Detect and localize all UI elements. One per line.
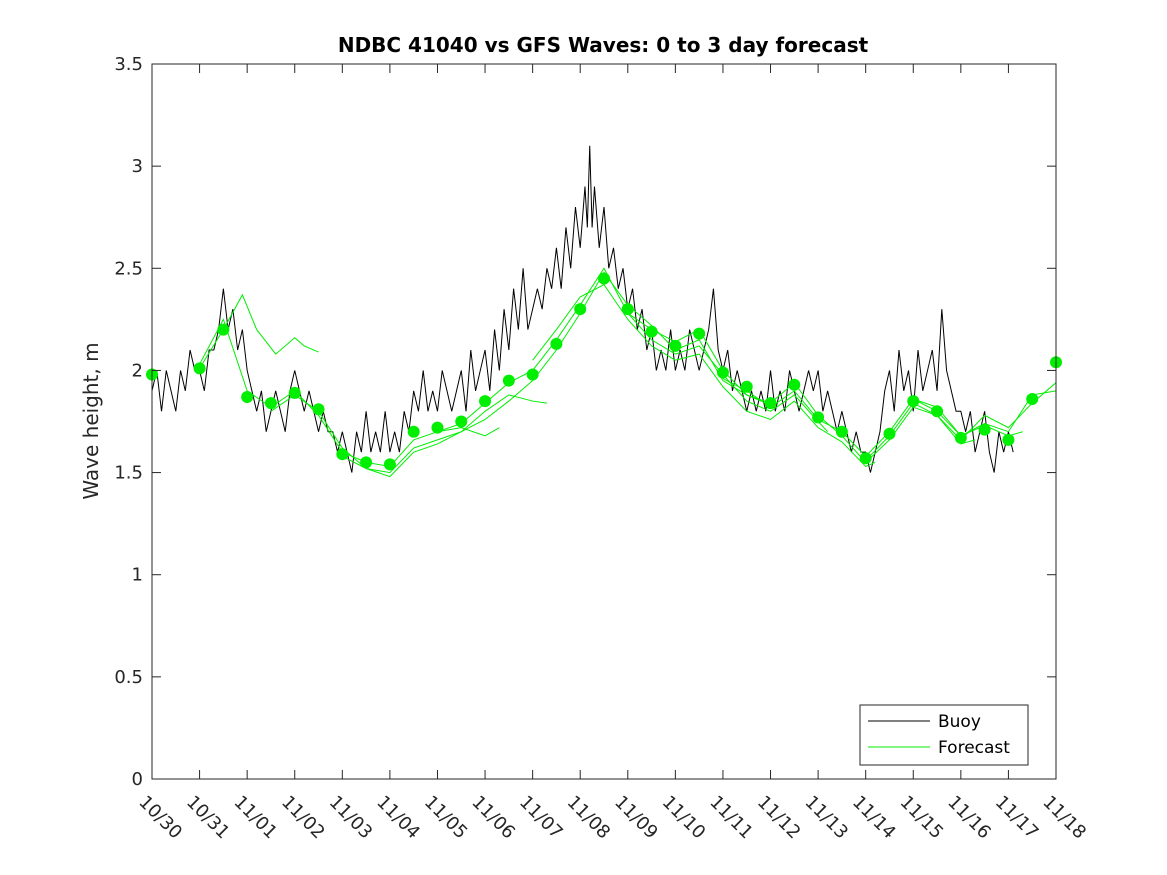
forecast-point-28: [835, 425, 848, 438]
plot-area: [152, 64, 1056, 779]
y-tick-label-1: 0.5: [114, 667, 143, 688]
forecast-run-line-5: [532, 283, 876, 468]
forecast-point-12: [455, 415, 468, 428]
forecast-point-14: [502, 374, 515, 387]
forecast-point-13: [479, 395, 492, 408]
y-tick-label-3: 1.5: [114, 463, 143, 484]
axes-box: [151, 63, 1057, 780]
plot-background: [152, 64, 1056, 779]
forecast-point-15: [526, 368, 539, 381]
x-tick-label-1: 10/31: [182, 792, 234, 844]
x-tick-label-14: 11/13: [801, 792, 853, 844]
forecast-point-21: [669, 339, 682, 352]
x-tick-label-11: 11/10: [658, 792, 710, 844]
x-tick-label-0: 10/30: [134, 792, 186, 844]
forecast-point-34: [978, 423, 991, 436]
forecast-point-33: [954, 431, 967, 444]
forecast-point-32: [931, 405, 944, 418]
forecast-point-30: [883, 427, 896, 440]
chart-title: NDBC 41040 vs GFS Waves: 0 to 3 day fore…: [338, 33, 869, 57]
x-tick-label-18: 11/17: [991, 792, 1043, 844]
forecast-point-35: [1002, 433, 1015, 446]
forecast-point-19: [621, 303, 634, 316]
forecast-point-25: [764, 397, 777, 410]
y-tick-label-6: 3: [132, 156, 143, 177]
forecast-point-1: [193, 362, 206, 375]
forecast-run-line-3: [342, 271, 762, 478]
y-tick-label-7: 3.5: [114, 54, 143, 75]
x-tick-label-7: 11/06: [468, 792, 520, 844]
legend: Buoy Forecast: [859, 704, 1029, 766]
y-tick-label-4: 2: [132, 360, 143, 381]
x-tick-label-16: 11/15: [896, 792, 948, 844]
forecast-point-6: [312, 403, 325, 416]
forecast-point-5: [288, 386, 301, 399]
forecast-point-20: [645, 325, 658, 338]
x-tick-label-13: 11/12: [753, 792, 805, 844]
forecast-point-36: [1026, 393, 1039, 406]
forecast-point-31: [907, 395, 920, 408]
x-tick-label-19: 11/18: [1038, 792, 1090, 844]
forecast-point-4: [264, 397, 277, 410]
x-tick-label-12: 11/11: [705, 792, 757, 844]
x-tick-label-8: 11/07: [515, 792, 567, 844]
x-tick-label-15: 11/14: [848, 792, 900, 844]
forecast-point-9: [383, 458, 396, 471]
y-axis-label: Wave height, m: [79, 342, 103, 499]
y-tick-label-5: 2.5: [114, 258, 143, 279]
x-tick-label-6: 11/05: [420, 792, 472, 844]
x-tick-label-3: 11/02: [277, 792, 329, 844]
forecast-point-2: [217, 323, 230, 336]
forecast-run-line-0: [199, 293, 319, 369]
y-tick-label-2: 1: [132, 565, 143, 586]
forecast-point-10: [407, 425, 420, 438]
forecast-point-17: [574, 303, 587, 316]
x-tick-label-10: 11/09: [610, 792, 662, 844]
forecast-point-24: [740, 380, 753, 393]
legend-forecast-label: Forecast: [938, 738, 1010, 758]
forecast-point-23: [716, 366, 729, 379]
forecast-point-16: [550, 337, 563, 350]
y-tick-label-0: 0: [132, 769, 143, 790]
forecast-point-26: [788, 378, 801, 391]
x-tick-label-17: 11/16: [943, 792, 995, 844]
forecast-point-7: [336, 448, 349, 461]
forecast-point-22: [693, 327, 706, 340]
forecast-point-8: [360, 456, 373, 469]
forecast-point-27: [812, 411, 825, 424]
forecast-run-line-4: [437, 267, 828, 433]
forecast-point-29: [859, 452, 872, 465]
forecast-run-line-6: [627, 312, 976, 464]
legend-buoy-label: Buoy: [938, 712, 981, 732]
legend-box: [859, 704, 1029, 766]
x-tick-label-2: 11/01: [230, 792, 282, 844]
forecast-point-3: [241, 390, 254, 403]
x-tick-label-4: 11/03: [325, 792, 377, 844]
forecast-point-18: [598, 272, 610, 285]
x-tick-label-9: 11/08: [563, 792, 615, 844]
x-tick-label-5: 11/04: [372, 792, 424, 844]
forecast-point-11: [431, 421, 444, 434]
